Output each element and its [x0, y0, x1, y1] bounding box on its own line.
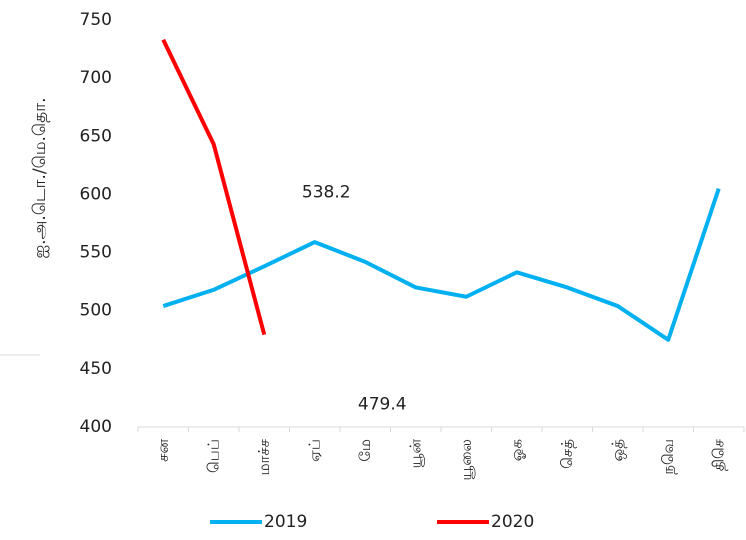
y-tick-label: 550: [80, 243, 112, 263]
x-tick-label: ஓக: [507, 439, 525, 461]
x-tick-label: செத்: [558, 439, 576, 469]
y-tick-label: 450: [80, 359, 112, 379]
x-tick-label: ஏப்: [305, 439, 323, 462]
y-tick-label: 600: [80, 184, 112, 204]
data-label: 479.4: [358, 395, 407, 415]
data-label: 538.2: [302, 182, 351, 202]
x-tick-label: ஒத்: [608, 439, 626, 462]
y-tick-label: 400: [80, 417, 112, 437]
x-tick-label: நவெ: [659, 439, 677, 475]
y-axis-label: ஐ.அ.டொ./மெ.தொ.: [30, 97, 50, 258]
y-tick-label: 750: [80, 10, 112, 30]
y-tick-label: 500: [80, 301, 112, 321]
x-tick-label: பெப்: [204, 439, 222, 473]
series-line: [161, 38, 267, 336]
y-tick-label: 700: [80, 68, 112, 88]
x-tick-label: யூலை: [457, 439, 475, 481]
x-tick-label: சன: [154, 439, 172, 462]
x-tick-label: திசெ: [709, 438, 727, 471]
x-tick-label: யூன்: [406, 439, 424, 469]
legend-label: 2019: [264, 512, 307, 532]
legend-label: 2020: [491, 512, 534, 532]
x-tick-label: மே: [356, 439, 374, 462]
y-tick-label: 650: [80, 126, 112, 146]
series-line: [162, 187, 721, 342]
x-tick-label: மாச்ச: [255, 438, 273, 475]
